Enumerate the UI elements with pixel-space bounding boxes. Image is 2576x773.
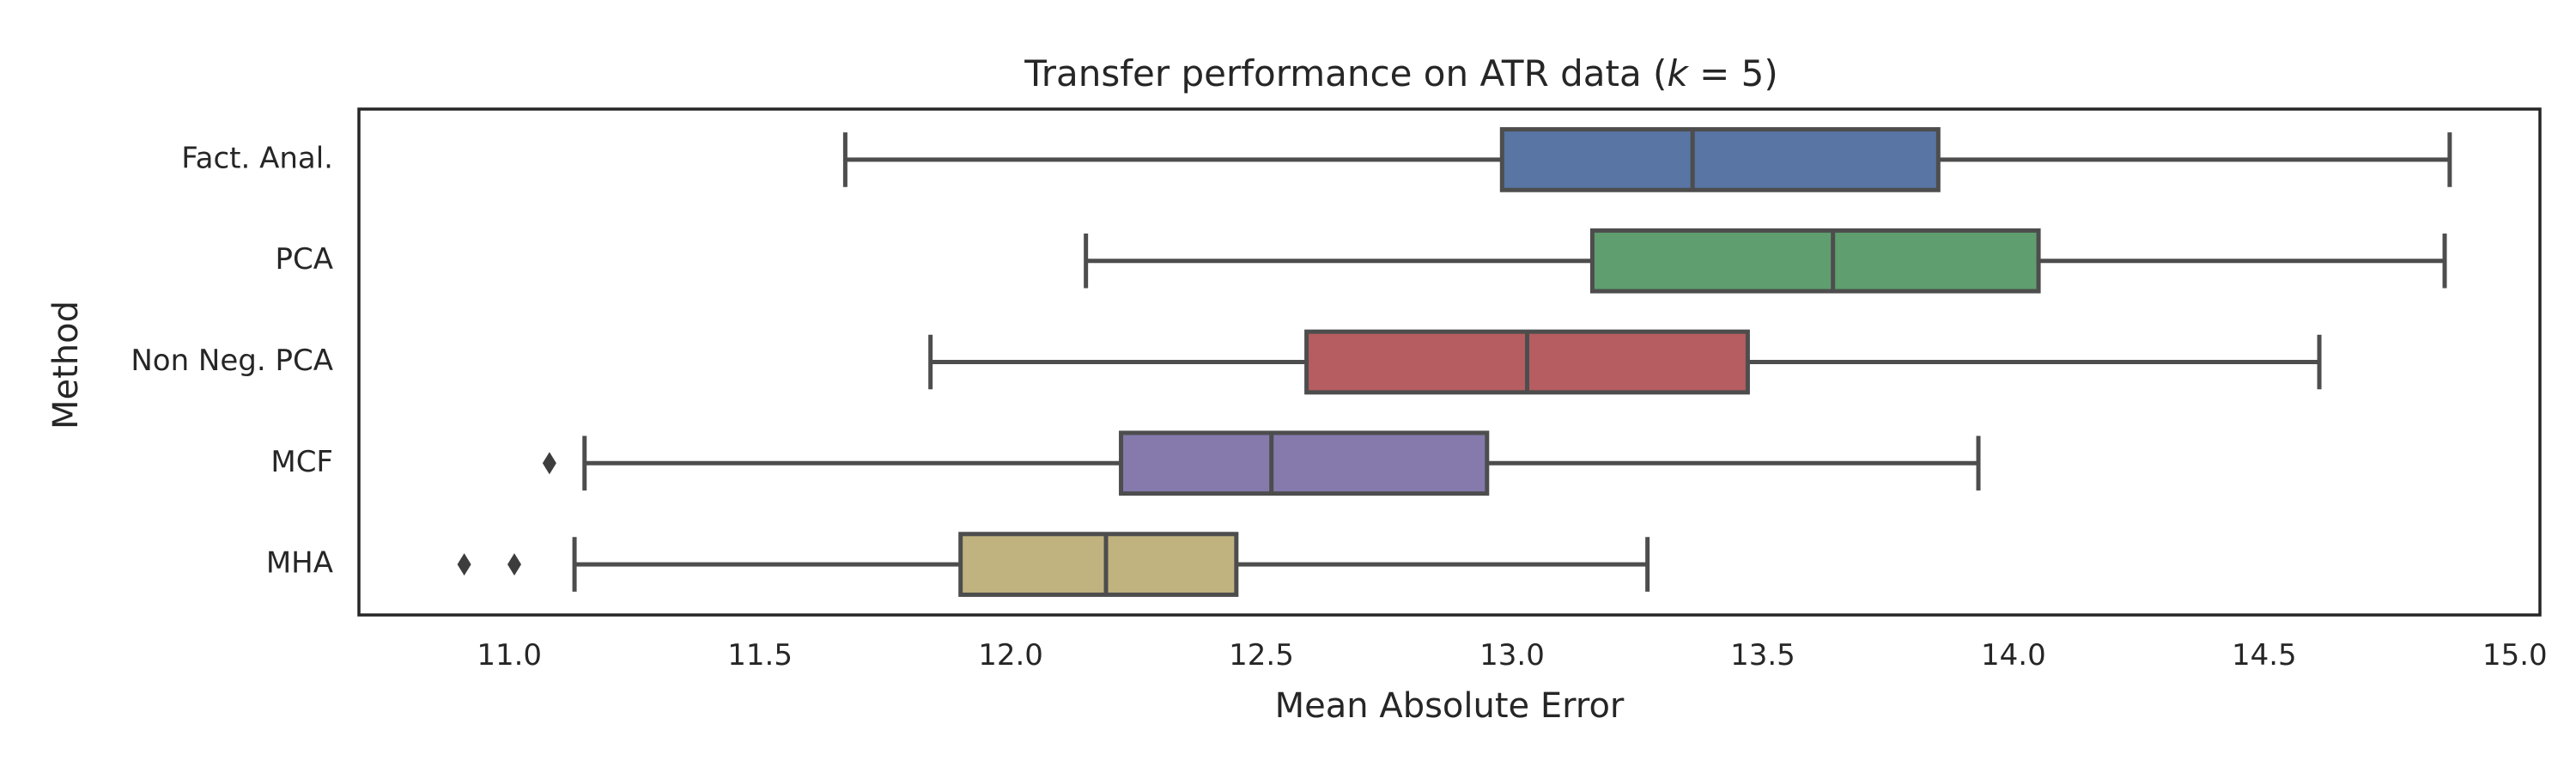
box-group-series-0 <box>842 127 2452 192</box>
chart-title-math-var: k <box>1667 52 1689 94</box>
y-tick-label: MHA <box>266 546 333 581</box>
x-tick-label: 14.0 <box>1981 638 2046 673</box>
box-group-series-2 <box>928 329 2322 395</box>
outlier-point <box>457 553 471 576</box>
x-tick-label: 14.5 <box>2232 638 2297 673</box>
x-tick-label: 12.5 <box>1229 638 1294 673</box>
outlier-point <box>507 553 522 576</box>
y-axis-title: Method <box>46 301 86 429</box>
x-tick-label: 11.5 <box>727 638 793 673</box>
x-tick-label: 13.5 <box>1730 638 1795 673</box>
chart-title: Transfer performance on ATR data (k = 5) <box>1024 52 1778 94</box>
chart-title-text: Transfer performance on ATR data ( <box>1024 52 1667 94</box>
x-axis-title: Mean Absolute Error <box>1275 686 1625 726</box>
boxes-layer <box>457 127 2452 597</box>
box-group-series-1 <box>1084 228 2447 294</box>
x-tick-label: 12.0 <box>978 638 1043 673</box>
plot-frame <box>357 107 2542 617</box>
y-tick-label: MCF <box>270 445 333 479</box>
outlier-point <box>542 452 556 475</box>
x-tick-label: 13.0 <box>1479 638 1545 673</box>
x-tick-labels: 11.0 11.5 12.0 12.5 13.0 13.5 14.0 14.5 15.0 <box>477 638 2547 673</box>
iqr-box <box>1119 430 1490 496</box>
iqr-box <box>1499 127 1941 192</box>
box-group-series-4 <box>457 532 1650 597</box>
x-tick-label: 11.0 <box>477 638 542 673</box>
y-tick-label: Fact. Anal. <box>181 141 333 175</box>
iqr-box <box>1589 228 2041 294</box>
x-tick-label: 15.0 <box>2482 638 2548 673</box>
y-tick-label: Non Neg. PCA <box>131 344 333 378</box>
y-tick-labels: Fact. Anal. PCA Non Neg. PCA MCF MHA <box>131 141 333 580</box>
y-tick-label: PCA <box>275 242 333 277</box>
chart-title-math-rest: = 5) <box>1688 52 1778 94</box>
iqr-box <box>958 532 1239 597</box>
box-group-series-3 <box>542 430 1981 496</box>
